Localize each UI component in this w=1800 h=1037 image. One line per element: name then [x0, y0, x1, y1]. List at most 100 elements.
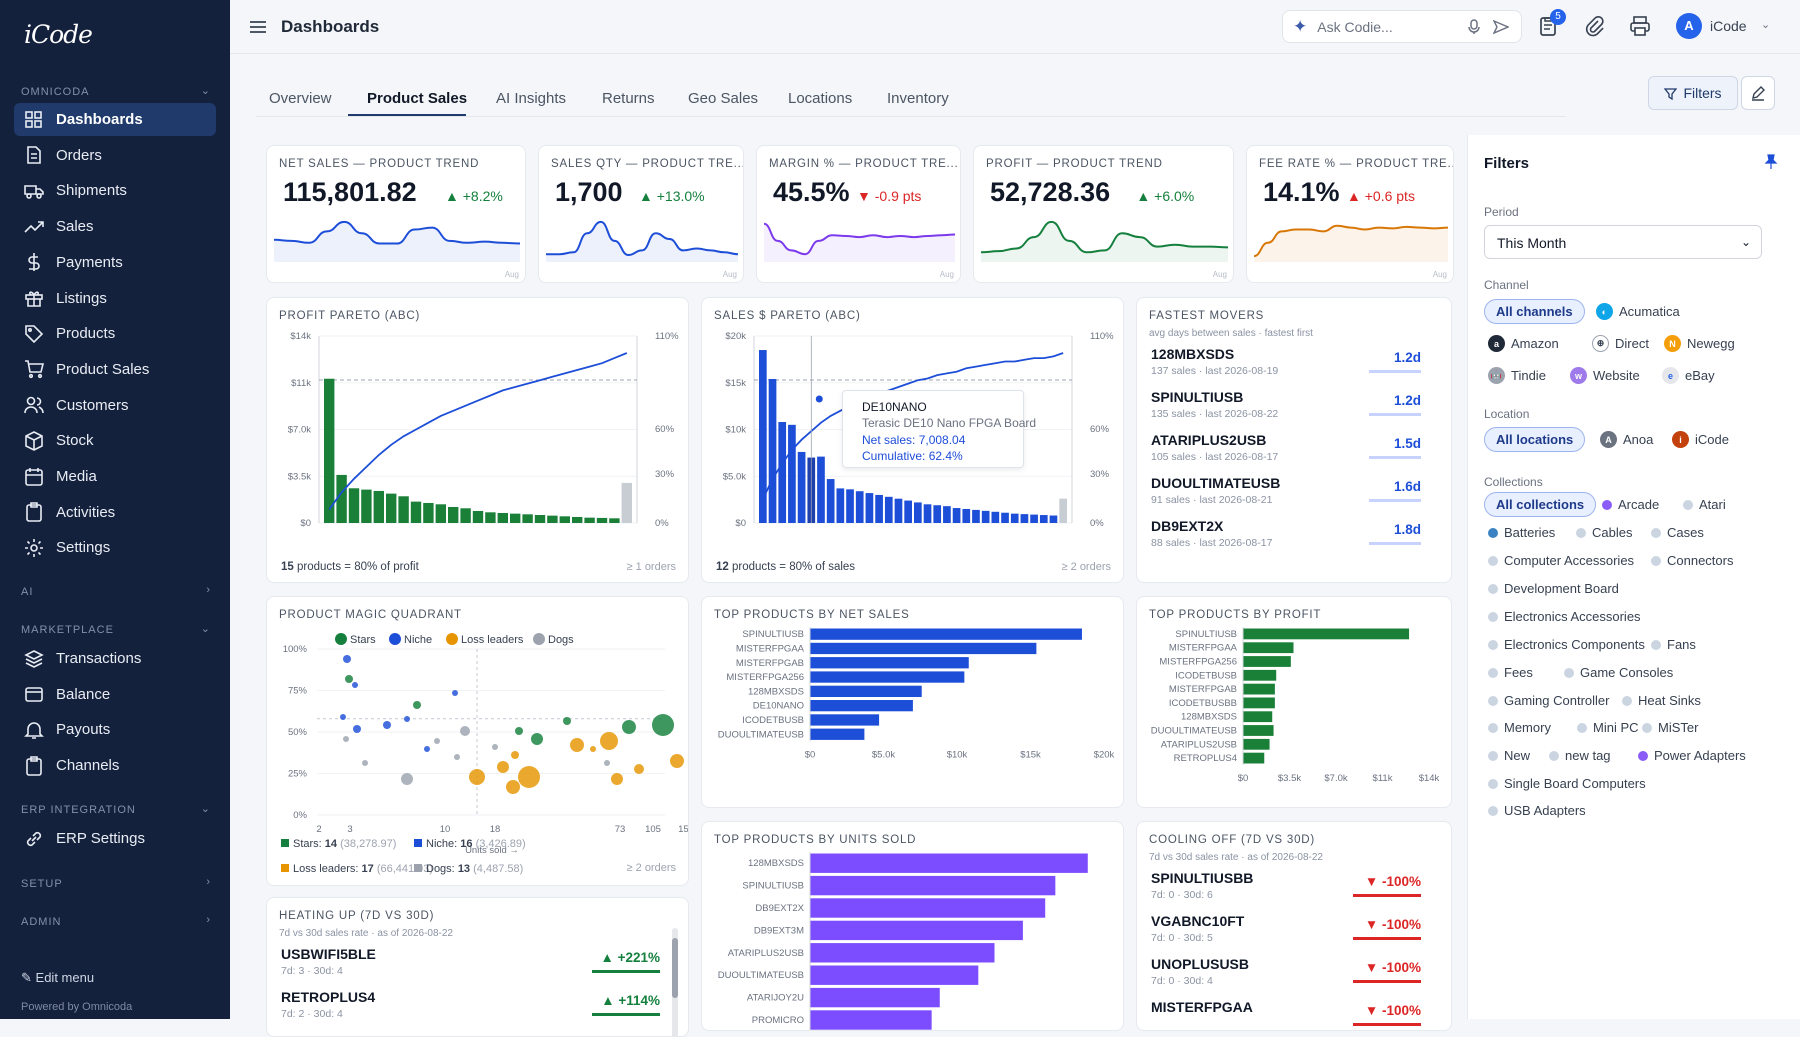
filter-chip[interactable]: All collections — [1484, 492, 1597, 517]
filter-chip[interactable]: MiSTer — [1638, 715, 1702, 740]
filter-chip[interactable]: Game Consoles — [1560, 660, 1677, 685]
heating-sku[interactable]: RETROPLUS4 — [281, 989, 376, 1005]
heating-sku[interactable]: USBWIFI5BLE — [281, 946, 376, 962]
kpi-card[interactable]: SALES QTY — PRODUCT TRE... 1,700 ▲ +13.0% A… — [538, 145, 744, 283]
sidebar-item-media[interactable]: Media — [14, 460, 216, 493]
filters-button[interactable]: Filters — [1648, 76, 1738, 110]
scrollbar-thumb[interactable] — [672, 938, 678, 998]
sales-pareto-chart[interactable]: $20k $15k $10k $5.0k $0 110% 60% 30% 0% — [702, 326, 1124, 561]
filter-chip[interactable]: Cases — [1647, 520, 1708, 545]
kpi-card[interactable]: PROFIT — PRODUCT TREND 52,728.36 ▲ +6.0% Au… — [973, 145, 1234, 283]
filter-chip[interactable]: A Anoa — [1596, 427, 1657, 452]
sidebar-item-payouts[interactable]: Payouts — [14, 713, 216, 746]
filter-chip[interactable]: Connectors — [1647, 548, 1737, 573]
sidebar-item-erp-settings[interactable]: ERP Settings — [14, 822, 216, 855]
filter-chip[interactable]: Cables — [1572, 520, 1636, 545]
sidebar-item-stock[interactable]: Stock — [14, 424, 216, 457]
filter-chip[interactable]: Batteries — [1484, 520, 1559, 545]
sidebar-item-channels[interactable]: Channels — [14, 749, 216, 782]
top-profit-chart[interactable]: SPINULTIUSB MISTERFPGAA MISTERFPGA256 ICODE… — [1137, 627, 1452, 807]
filter-chip[interactable]: Computer Accessories — [1484, 548, 1638, 573]
filter-chip[interactable]: e eBay — [1658, 363, 1719, 388]
sidebar-item-listings[interactable]: Listings — [14, 282, 216, 315]
sidebar-item-product-sales[interactable]: Product Sales — [14, 353, 216, 386]
cooling-sku[interactable]: SPINULTIUSBB — [1151, 870, 1254, 886]
section-erp[interactable]: ERP INTEGRATION ⌄ — [21, 803, 211, 816]
sidebar-item-shipments[interactable]: Shipments — [14, 174, 216, 207]
cooling-sku[interactable]: MISTERFPGAA — [1151, 999, 1253, 1015]
sidebar-item-activities[interactable]: Activities — [14, 496, 216, 529]
filter-chip[interactable]: N Newegg — [1660, 331, 1739, 356]
filter-chip[interactable]: w Website — [1566, 363, 1644, 388]
ask-codie-input[interactable]: ✦ Ask Codie... — [1282, 10, 1522, 43]
filter-chip[interactable]: Power Adapters — [1634, 743, 1750, 768]
sidebar-item-balance[interactable]: Balance — [14, 678, 216, 711]
tab-geo-sales[interactable]: Geo Sales — [688, 90, 759, 107]
mover-sku[interactable]: ATARIPLUS2USB — [1151, 432, 1267, 448]
filter-chip[interactable]: Electronics Accessories — [1484, 604, 1645, 629]
filter-chip[interactable]: Heat Sinks — [1618, 688, 1705, 713]
filter-chip[interactable]: USB Adapters — [1484, 798, 1590, 823]
filter-chip[interactable]: Electronics Components — [1484, 632, 1649, 657]
sidebar-item-products[interactable]: Products — [14, 317, 216, 350]
cooling-sku[interactable]: UNOPLUSUSB — [1151, 956, 1250, 972]
section-admin[interactable]: ADMIN › — [21, 914, 211, 928]
user-name[interactable]: iCode — [1710, 18, 1747, 34]
sidebar-item-dashboards[interactable]: Dashboards — [14, 103, 216, 136]
filter-chip[interactable]: Single Board Computers — [1484, 771, 1650, 796]
section-omnicoda[interactable]: OMNICODA ⌄ — [21, 85, 211, 98]
sidebar-item-customers[interactable]: Customers — [14, 389, 216, 422]
tab-locations[interactable]: Locations — [788, 90, 853, 107]
avatar[interactable]: A — [1676, 13, 1702, 39]
mover-sku[interactable]: DUOULTIMATEUSB — [1151, 475, 1281, 491]
sidebar-item-settings[interactable]: Settings — [14, 531, 216, 564]
period-select[interactable]: This Month ⌄ — [1484, 225, 1762, 259]
tab-product-sales[interactable]: Product Sales — [367, 90, 468, 107]
filter-chip[interactable]: ⊕ Direct — [1588, 331, 1653, 356]
sidebar-item-payments[interactable]: Payments — [14, 246, 216, 279]
profit-pareto-chart[interactable]: $14k $11k $7.0k $3.5k $0 110% 60% 30% 0% — [267, 326, 689, 561]
tab-ai-insights[interactable]: AI Insights — [496, 90, 567, 107]
section-setup[interactable]: SETUP › — [21, 876, 211, 890]
filter-chip[interactable]: ◐ Acumatica — [1592, 299, 1684, 324]
magic-quadrant-chart[interactable]: Stars Niche Loss leaders Dogs 100% 75% 50% 25% 0… — [267, 629, 689, 859]
filter-chip[interactable]: All channels — [1484, 299, 1585, 324]
filter-chip[interactable]: All locations — [1484, 427, 1586, 452]
edit-menu-link[interactable]: ✎ Edit menu — [21, 970, 95, 985]
tab-overview[interactable]: Overview — [269, 90, 332, 107]
mover-sku[interactable]: DB9EXT2X — [1151, 518, 1224, 534]
sidebar-item-orders[interactable]: Orders — [14, 139, 216, 172]
tab-returns[interactable]: Returns — [602, 90, 655, 107]
section-ai[interactable]: AI › — [21, 584, 211, 598]
pin-icon[interactable] — [1764, 154, 1778, 170]
filter-chip[interactable]: a Amazon — [1484, 331, 1563, 356]
top-net-sales-chart[interactable]: SPINULTIUSB MISTERFPGAA MISTERFPGAB MISTERF… — [702, 627, 1124, 807]
cooling-sku[interactable]: VGABNC10FT — [1151, 913, 1245, 929]
chevron-down-icon[interactable]: ⌄ — [1761, 19, 1771, 31]
edit-dashboard-button[interactable] — [1741, 76, 1775, 110]
paperclip-icon[interactable] — [1582, 14, 1606, 38]
kpi-card[interactable]: NET SALES — PRODUCT TREND 115,801.82 ▲ +8.… — [266, 145, 526, 283]
top-units-chart[interactable]: 128MBXSDS SPINULTIUSB DB9EXT2X DB9EXT3M ATAR… — [702, 852, 1124, 1031]
scrollbar[interactable] — [672, 928, 678, 1036]
filter-chip[interactable]: Fans — [1647, 632, 1700, 657]
filter-chip[interactable]: 🤖 Tindie — [1484, 363, 1550, 388]
filter-chip[interactable]: Memory — [1484, 715, 1555, 740]
filter-chip[interactable]: new tag — [1545, 743, 1615, 768]
menu-icon[interactable] — [248, 17, 268, 37]
tab-inventory[interactable]: Inventory — [887, 90, 949, 107]
filter-chip[interactable]: Mini PC — [1573, 715, 1643, 740]
filter-chip[interactable]: Development Board — [1484, 576, 1623, 601]
filter-chip[interactable]: Fees — [1484, 660, 1537, 685]
mover-sku[interactable]: SPINULTIUSB — [1151, 389, 1244, 405]
section-marketplace[interactable]: MARKETPLACE ⌄ — [21, 623, 211, 636]
microphone-icon[interactable] — [1467, 19, 1481, 35]
filter-chip[interactable]: Arcade — [1598, 492, 1663, 517]
send-icon[interactable] — [1493, 19, 1509, 35]
sidebar-item-transactions[interactable]: Transactions — [14, 642, 216, 675]
filter-chip[interactable]: Gaming Controller — [1484, 688, 1614, 713]
printer-icon[interactable] — [1628, 14, 1652, 38]
filter-chip[interactable]: Atari — [1679, 492, 1730, 517]
filter-chip[interactable]: New — [1484, 743, 1534, 768]
sidebar-item-sales[interactable]: Sales — [14, 210, 216, 243]
